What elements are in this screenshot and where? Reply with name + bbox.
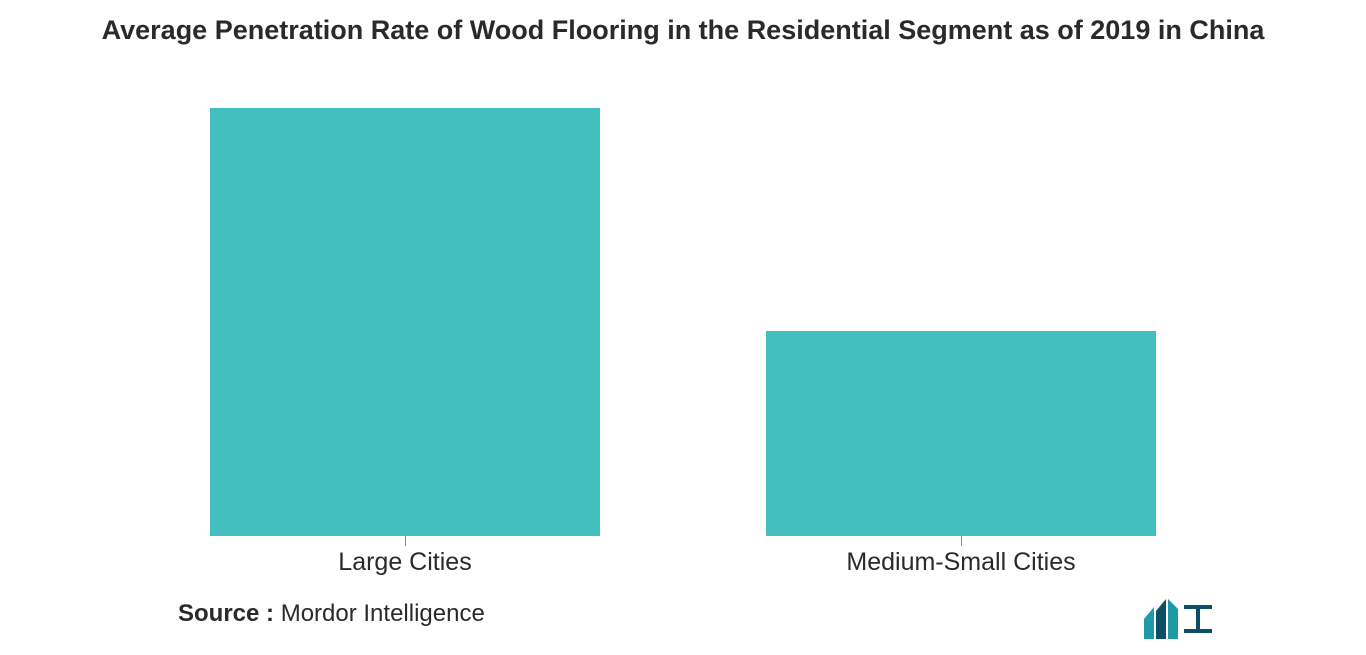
chart-source: Source : Mordor Intelligence	[178, 600, 485, 628]
x-tick	[405, 536, 406, 546]
mordor-intelligence-logo-icon	[1144, 599, 1216, 639]
chart-title: Average Penetration Rate of Wood Floorin…	[60, 12, 1306, 48]
x-axis-label: Large Cities	[210, 548, 600, 577]
x-axis-label: Medium-Small Cities	[766, 548, 1156, 577]
source-label: Source :	[178, 600, 274, 627]
bar-large-cities	[210, 108, 600, 536]
bar-medium-small-cities	[766, 331, 1156, 536]
x-tick	[961, 536, 962, 546]
source-value: Mordor Intelligence	[281, 600, 485, 627]
plot-area	[210, 108, 1156, 536]
chart-container: Average Penetration Rate of Wood Floorin…	[0, 0, 1366, 655]
